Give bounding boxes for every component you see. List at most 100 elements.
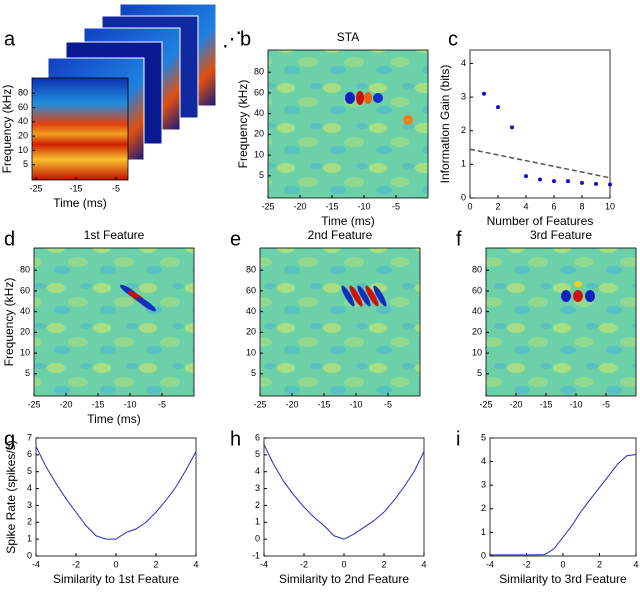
x-tick-label: -15 <box>325 201 338 211</box>
x-tick-label: -4 <box>486 559 494 569</box>
y-axis-label: Spike Rate (spikes/s) <box>4 440 18 553</box>
y-axis-label: Frequency (kHz) <box>0 85 14 174</box>
y-tick-label: 20 <box>20 327 30 337</box>
x-tick-label: -25 <box>27 399 40 409</box>
x-tick-label: 2 <box>153 559 158 569</box>
panel-label: h <box>230 428 241 450</box>
scatter-point <box>538 177 542 182</box>
x-tick-label: -2 <box>72 559 80 569</box>
scatter-point <box>552 179 556 184</box>
y-tick-label: 40 <box>246 306 256 316</box>
x-tick-label: -20 <box>59 399 72 409</box>
x-tick-label: -10 <box>349 399 362 409</box>
heatmap-features <box>120 284 156 312</box>
panel-label: b <box>240 28 251 50</box>
y-tick-label: 0 <box>27 550 32 560</box>
x-tick-label: -2 <box>522 559 530 569</box>
y-tick-label: 4 <box>27 483 32 493</box>
blob <box>136 296 156 312</box>
scatter-point <box>524 174 528 179</box>
x-tick-label: 0 <box>560 559 565 569</box>
x-tick-label: 4 <box>523 201 528 211</box>
blob <box>345 92 355 104</box>
y-tick-label: 2 <box>255 500 260 510</box>
x-tick-label: -25 <box>479 399 492 409</box>
y-tick-label: 60 <box>18 102 28 112</box>
x-tick-label: 0 <box>341 559 346 569</box>
heatmap-features <box>345 91 413 125</box>
y-tick-label: 0 <box>255 534 260 544</box>
y-tick-label: 60 <box>246 285 256 295</box>
panel-label: g <box>4 428 15 450</box>
x-tick-label: -10 <box>569 399 582 409</box>
y-tick-label: 0 <box>461 192 466 202</box>
panel-label: d <box>4 228 15 250</box>
x-tick-label: 0 <box>467 201 472 211</box>
blob <box>373 93 383 103</box>
x-tick-label: 6 <box>551 201 556 211</box>
y-tick-label: 5 <box>27 466 32 476</box>
y-tick-label: 5 <box>25 368 30 378</box>
panel-label: e <box>230 228 241 250</box>
blob <box>356 91 364 105</box>
x-axis-label: Time (ms) <box>53 196 107 210</box>
y-tick-label: 2 <box>461 125 466 135</box>
y-tick-label: 10 <box>472 347 482 357</box>
panel-title: STA <box>337 30 359 44</box>
scatter-point <box>510 125 514 130</box>
blob <box>349 285 363 307</box>
y-tick-label: 2 <box>481 503 486 513</box>
x-axis-label: Number of Features <box>487 214 594 228</box>
x-tick-label: 10 <box>605 201 615 211</box>
y-tick-label: 6 <box>27 449 32 459</box>
y-tick-label: 5 <box>481 432 486 442</box>
panel-title: 2nd Feature <box>308 228 373 242</box>
ellipsis: ⋰ <box>222 28 242 50</box>
blob <box>585 290 595 302</box>
y-tick-label: 1 <box>481 527 486 537</box>
axes-frame <box>469 49 611 199</box>
x-tick-label: 2 <box>597 559 602 569</box>
y-tick-label: 20 <box>18 131 28 141</box>
y-tick-label: 1 <box>27 534 32 544</box>
y-tick-label: 40 <box>254 108 264 118</box>
heatmap-image <box>260 248 420 396</box>
y-tick-label: 5 <box>255 449 260 459</box>
panel-title: 3rd Feature <box>530 228 592 242</box>
panel-title: 1st Feature <box>84 228 145 242</box>
heatmap-image <box>268 50 428 198</box>
scatter-point <box>608 182 612 187</box>
line-series <box>35 446 197 540</box>
blob <box>341 285 355 307</box>
heatmap-image <box>34 248 194 396</box>
y-tick-label: 40 <box>20 306 30 316</box>
heatmap-features <box>561 281 595 302</box>
x-axis-label: Time (ms) <box>87 412 141 426</box>
panel-label: i <box>456 428 460 450</box>
x-tick-label: -15 <box>539 399 552 409</box>
x-tick-label: -5 <box>602 399 610 409</box>
x-tick-label: -25 <box>253 399 266 409</box>
y-axis-label: Information Gain (bits) <box>438 65 452 184</box>
y-tick-label: 40 <box>472 306 482 316</box>
y-tick-label: 5 <box>23 159 28 169</box>
x-tick-label: -4 <box>260 559 268 569</box>
blob <box>573 290 583 302</box>
x-tick-label: -25 <box>261 201 274 211</box>
axes-frame <box>33 247 195 397</box>
x-tick-label: 4 <box>421 559 426 569</box>
x-tick-label: -25 <box>29 183 42 193</box>
y-tick-label: 4 <box>255 466 260 476</box>
line-series <box>263 444 425 540</box>
y-tick-label: 3 <box>481 480 486 490</box>
y-tick-label: 3 <box>255 483 260 493</box>
x-tick-label: 8 <box>579 201 584 211</box>
y-tick-label: 6 <box>255 432 260 442</box>
scatter-point <box>496 105 500 110</box>
blob <box>561 290 571 302</box>
y-tick-label: 3 <box>461 91 466 101</box>
x-tick-label: -5 <box>158 399 166 409</box>
x-axis-label: Time (ms) <box>321 214 375 228</box>
blob <box>357 285 371 307</box>
